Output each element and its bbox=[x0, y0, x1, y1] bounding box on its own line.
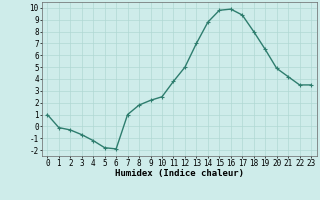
X-axis label: Humidex (Indice chaleur): Humidex (Indice chaleur) bbox=[115, 169, 244, 178]
